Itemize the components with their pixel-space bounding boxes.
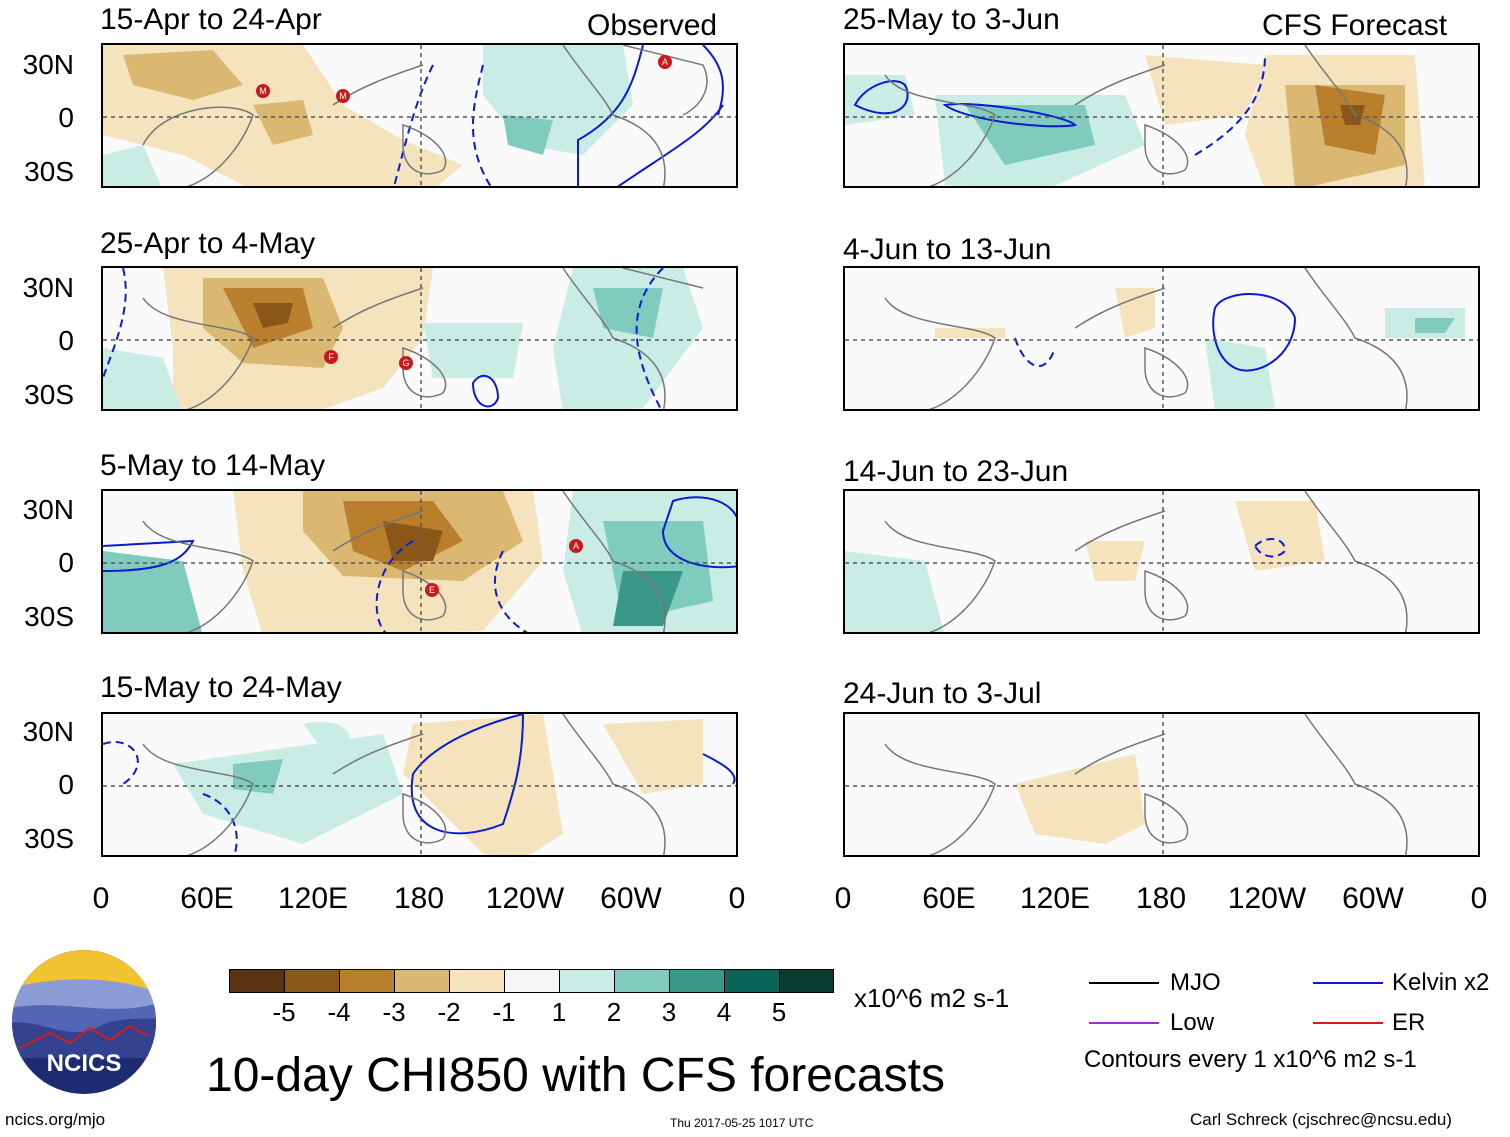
lon-label: 0 bbox=[834, 882, 852, 915]
lat-label-30s: 30S bbox=[24, 823, 74, 854]
colorbar-label: -5 bbox=[272, 997, 296, 1027]
lon-label: 120E bbox=[277, 882, 349, 915]
forecast-header: CFS Forecast bbox=[1262, 9, 1448, 42]
legend-line-low bbox=[1089, 1022, 1159, 1024]
contours-note: Contours every 1 x10^6 m2 s-1 bbox=[1084, 1046, 1417, 1073]
anomaly-map-fcst-3 bbox=[845, 491, 1478, 632]
colorbar-label: 2 bbox=[606, 997, 622, 1027]
lon-label: 60E bbox=[180, 882, 234, 915]
anomaly-map-obs-3 bbox=[103, 491, 736, 632]
panel-title-obs-4: 15-May to 24-May bbox=[100, 671, 342, 704]
legend-line-er bbox=[1313, 1022, 1383, 1024]
storm-marker: M bbox=[336, 89, 350, 103]
panel-title-obs-3: 5-May to 14-May bbox=[100, 449, 326, 482]
footer-credit: Carl Schreck (cjschrec@ncsu.edu) bbox=[1190, 1110, 1452, 1129]
colorbar-swatch bbox=[394, 969, 450, 993]
logo-text: NCICS bbox=[46, 1050, 122, 1077]
colorbar-label: -2 bbox=[437, 997, 461, 1027]
lat-label-30n: 30N bbox=[22, 272, 74, 303]
colorbar-swatch bbox=[504, 969, 560, 993]
anomaly-map-fcst-1 bbox=[845, 45, 1478, 186]
lat-label-eq: 0 bbox=[58, 325, 74, 356]
colorbar-label: -3 bbox=[382, 997, 406, 1027]
colorbar-label: 3 bbox=[661, 997, 677, 1027]
map-panel-obs-1: M M A bbox=[101, 43, 738, 188]
legend-label-mjo: MJO bbox=[1170, 969, 1221, 996]
footer-url[interactable]: ncics.org/mjo bbox=[5, 1110, 106, 1129]
colorbar-swatch bbox=[669, 969, 725, 993]
lon-label: 0 bbox=[728, 882, 746, 915]
lon-label: 180 bbox=[393, 882, 445, 915]
colorbar-unit: x10^6 m2 s-1 bbox=[854, 983, 1010, 1013]
colorbar-swatch bbox=[724, 969, 780, 993]
lon-label: 120W bbox=[1227, 882, 1307, 915]
map-panel-fcst-2 bbox=[843, 266, 1480, 411]
lat-label-30s: 30S bbox=[24, 156, 74, 187]
colorbar-swatch bbox=[614, 969, 670, 993]
colorbar-swatch bbox=[229, 969, 285, 993]
map-panel-obs-3: A E bbox=[101, 489, 738, 634]
storm-marker: A bbox=[569, 539, 583, 553]
figure-title: 10-day CHI850 with CFS forecasts bbox=[206, 1049, 945, 1102]
lat-label-30s: 30S bbox=[24, 379, 74, 410]
storm-marker: G bbox=[399, 356, 413, 370]
lat-label-30s: 30S bbox=[24, 601, 74, 632]
legend-label-kelvin: Kelvin x2 bbox=[1392, 969, 1490, 996]
anomaly-map-obs-4 bbox=[103, 714, 736, 855]
map-panel-fcst-3 bbox=[843, 489, 1480, 634]
lat-label-30n: 30N bbox=[22, 49, 74, 80]
lon-label: 180 bbox=[1135, 882, 1187, 915]
anomaly-map-obs-2 bbox=[103, 268, 736, 409]
map-panel-obs-4 bbox=[101, 712, 738, 857]
map-panel-obs-2: F G bbox=[101, 266, 738, 411]
colorbar-swatch bbox=[284, 969, 340, 993]
storm-marker: E bbox=[425, 583, 439, 597]
lat-label-eq: 0 bbox=[58, 102, 74, 133]
legend-line-kelvin bbox=[1313, 982, 1383, 984]
panel-title-fcst-2: 4-Jun to 13-Jun bbox=[843, 233, 1052, 266]
anomaly-map-fcst-4 bbox=[845, 714, 1478, 855]
ncics-logo: NCICS bbox=[10, 948, 158, 1096]
storm-marker: F bbox=[324, 350, 338, 364]
colorbar-swatch bbox=[779, 969, 834, 993]
lat-label-eq: 0 bbox=[58, 547, 74, 578]
colorbar-swatch bbox=[339, 969, 395, 993]
storm-marker: M bbox=[256, 84, 270, 98]
storm-marker: A bbox=[658, 55, 672, 69]
lon-label: 60W bbox=[600, 882, 662, 915]
colorbar-swatch bbox=[449, 969, 505, 993]
lon-label: 120E bbox=[1019, 882, 1091, 915]
colorbar-label: -4 bbox=[327, 997, 351, 1027]
colorbar-swatch bbox=[559, 969, 615, 993]
lat-label-30n: 30N bbox=[22, 494, 74, 525]
panel-title-fcst-1: 25-May to 3-Jun bbox=[843, 3, 1060, 36]
anomaly-map-fcst-2 bbox=[845, 268, 1478, 409]
lon-label: 60W bbox=[1342, 882, 1404, 915]
lon-label: 60E bbox=[922, 882, 976, 915]
legend-label-er: ER bbox=[1392, 1009, 1426, 1036]
legend-line-mjo bbox=[1089, 982, 1159, 984]
lon-label: 0 bbox=[1470, 882, 1488, 915]
lon-label: 0 bbox=[92, 882, 110, 915]
colorbar-label: 5 bbox=[771, 997, 787, 1027]
legend-label-low: Low bbox=[1170, 1009, 1215, 1036]
colorbar-label: -1 bbox=[492, 997, 516, 1027]
colorbar-label: 4 bbox=[716, 997, 732, 1027]
anomaly-map-obs-1 bbox=[103, 45, 736, 186]
map-panel-fcst-4 bbox=[843, 712, 1480, 857]
observed-header: Observed bbox=[587, 9, 718, 42]
lat-label-30n: 30N bbox=[22, 716, 74, 747]
footer-timestamp: Thu 2017-05-25 1017 UTC bbox=[670, 1116, 814, 1130]
panel-title-obs-1: 15-Apr to 24-Apr bbox=[100, 3, 322, 36]
colorbar-label: 1 bbox=[551, 997, 567, 1027]
panel-title-fcst-3: 14-Jun to 23-Jun bbox=[843, 455, 1069, 488]
map-panel-fcst-1 bbox=[843, 43, 1480, 188]
lon-label: 120W bbox=[485, 882, 565, 915]
lat-label-eq: 0 bbox=[58, 769, 74, 800]
panel-title-obs-2: 25-Apr to 4-May bbox=[100, 227, 316, 260]
panel-title-fcst-4: 24-Jun to 3-Jul bbox=[843, 677, 1042, 710]
